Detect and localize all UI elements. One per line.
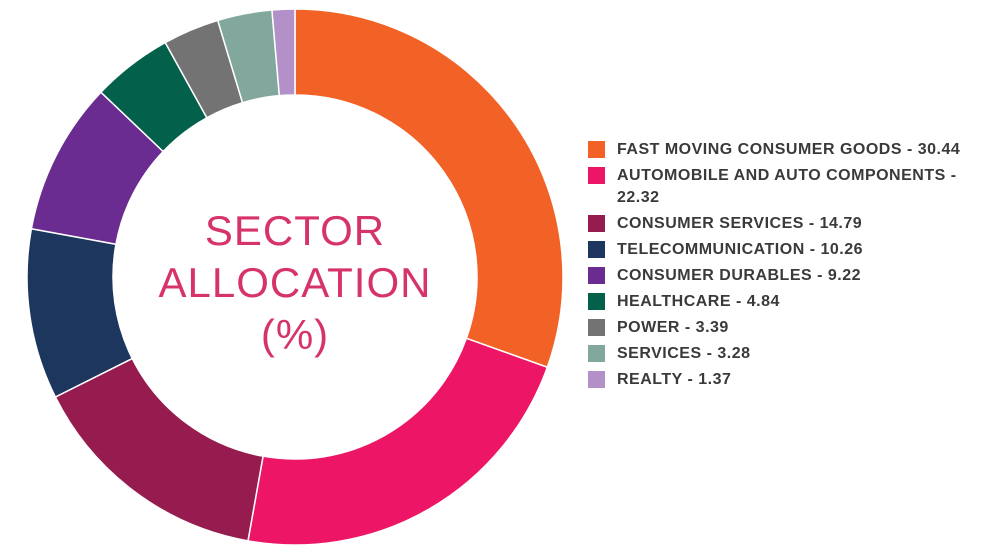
legend-swatch bbox=[588, 293, 605, 310]
legend-label: TELECOMMUNICATION - 10.26 bbox=[617, 241, 863, 258]
legend-item: HEALTHCARE - 4.84 bbox=[588, 291, 977, 313]
legend-item: TELECOMMUNICATION - 10.26 bbox=[588, 239, 977, 261]
legend-item: CONSUMER SERVICES - 14.79 bbox=[588, 213, 977, 235]
chart-title: SECTOR ALLOCATION (%) bbox=[158, 207, 432, 358]
legend-swatch bbox=[588, 215, 605, 232]
legend-label: SERVICES - 3.28 bbox=[617, 345, 751, 362]
legend-item: CONSUMER DURABLES - 9.22 bbox=[588, 265, 977, 287]
legend-swatch bbox=[588, 345, 605, 362]
legend-swatch bbox=[588, 371, 605, 388]
legend-label: HEALTHCARE - 4.84 bbox=[617, 293, 780, 310]
legend-label: AUTOMOBILE AND AUTO COMPONENTS - 22.32 bbox=[617, 167, 957, 206]
legend-item: REALTY - 1.37 bbox=[588, 369, 977, 391]
legend: FAST MOVING CONSUMER GOODS - 30.44 AUTOMO… bbox=[588, 139, 977, 395]
legend-label: CONSUMER DURABLES - 9.22 bbox=[617, 267, 862, 284]
legend-swatch bbox=[588, 267, 605, 284]
legend-item: FAST MOVING CONSUMER GOODS - 30.44 bbox=[588, 139, 977, 161]
legend-swatch bbox=[588, 167, 605, 184]
slice bbox=[247, 337, 549, 546]
legend-item: SERVICES - 3.28 bbox=[588, 343, 977, 365]
legend-label: REALTY - 1.37 bbox=[617, 371, 732, 388]
slice bbox=[54, 357, 264, 542]
slice bbox=[271, 8, 296, 97]
legend-item: AUTOMOBILE AND AUTO COMPONENTS - 22.32 bbox=[588, 165, 977, 209]
slice bbox=[294, 8, 564, 369]
legend-label: POWER - 3.39 bbox=[617, 319, 729, 336]
legend-label: CONSUMER SERVICES - 14.79 bbox=[617, 215, 863, 232]
legend-swatch bbox=[588, 319, 605, 336]
legend-swatch bbox=[588, 141, 605, 158]
legend-item: POWER - 3.39 bbox=[588, 317, 977, 339]
legend-label: FAST MOVING CONSUMER GOODS - 30.44 bbox=[617, 141, 961, 158]
legend-swatch bbox=[588, 241, 605, 258]
